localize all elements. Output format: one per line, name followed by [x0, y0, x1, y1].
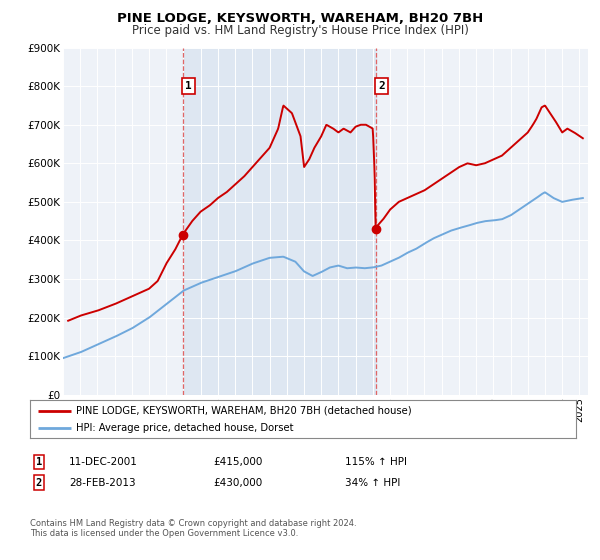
Text: PINE LODGE, KEYSWORTH, WAREHAM, BH20 7BH (detached house): PINE LODGE, KEYSWORTH, WAREHAM, BH20 7BH… — [76, 405, 412, 416]
Text: £430,000: £430,000 — [213, 478, 262, 488]
Text: Price paid vs. HM Land Registry's House Price Index (HPI): Price paid vs. HM Land Registry's House … — [131, 24, 469, 36]
Text: PINE LODGE, KEYSWORTH, WAREHAM, BH20 7BH: PINE LODGE, KEYSWORTH, WAREHAM, BH20 7BH — [117, 12, 483, 25]
Text: 2: 2 — [378, 81, 385, 91]
Text: 2: 2 — [36, 478, 42, 488]
Text: 34% ↑ HPI: 34% ↑ HPI — [345, 478, 400, 488]
Text: This data is licensed under the Open Government Licence v3.0.: This data is licensed under the Open Gov… — [30, 529, 298, 538]
Text: 11-DEC-2001: 11-DEC-2001 — [69, 457, 138, 467]
Text: Contains HM Land Registry data © Crown copyright and database right 2024.: Contains HM Land Registry data © Crown c… — [30, 519, 356, 528]
Text: 115% ↑ HPI: 115% ↑ HPI — [345, 457, 407, 467]
Text: £415,000: £415,000 — [213, 457, 262, 467]
Text: 1: 1 — [185, 81, 192, 91]
Text: 1: 1 — [36, 457, 42, 467]
Text: 28-FEB-2013: 28-FEB-2013 — [69, 478, 136, 488]
Text: HPI: Average price, detached house, Dorset: HPI: Average price, detached house, Dors… — [76, 423, 294, 433]
Bar — [182, 48, 376, 395]
